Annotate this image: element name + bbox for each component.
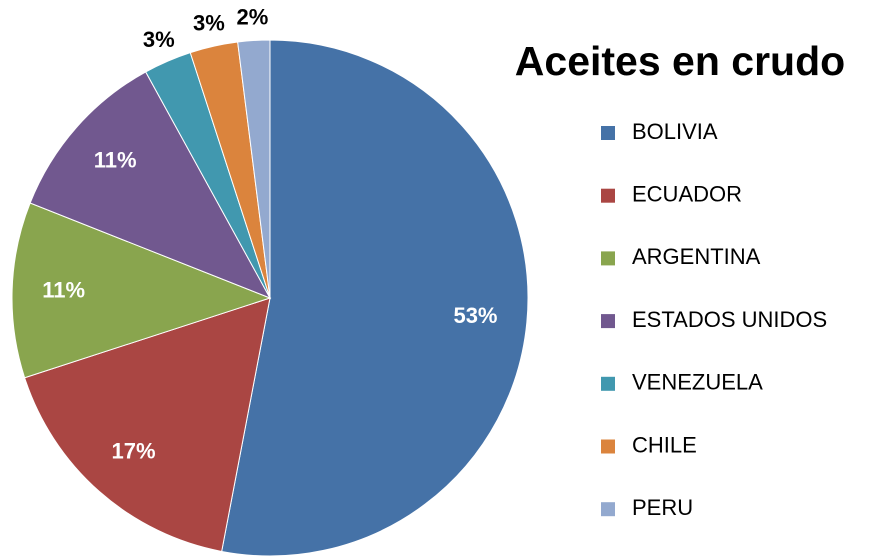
- legend-swatch: [601, 314, 615, 329]
- pie-slice: [29, 71, 272, 299]
- legend-swatch: [601, 439, 615, 454]
- slice-label: 11%: [94, 147, 137, 172]
- legend-label: ESTADOS UNIDOS: [632, 307, 827, 332]
- slice-label: 53%: [453, 303, 497, 328]
- legend-label: PERU: [632, 495, 693, 520]
- legend-label: ECUADOR: [632, 182, 742, 207]
- legend-label: ARGENTINA: [632, 244, 761, 269]
- slice-label: 2%: [237, 4, 269, 29]
- legend-swatch: [601, 251, 615, 266]
- pie-slice: [11, 202, 272, 379]
- legend-swatch: [601, 376, 615, 391]
- legend-swatch: [601, 188, 615, 203]
- slice-label: 3%: [193, 11, 225, 36]
- legend-swatch: [601, 502, 615, 517]
- slice-label: 11%: [42, 277, 85, 302]
- legend-swatch: [601, 126, 615, 140]
- pie-slice: [237, 39, 271, 299]
- legend-label: VENEZUELA: [632, 370, 763, 395]
- legend-label: CHILE: [632, 432, 697, 457]
- slice-label: 3%: [143, 27, 175, 52]
- pie-slice: [221, 39, 529, 556]
- chart-title: Aceites en crudo: [515, 38, 845, 84]
- slice-label: 17%: [111, 439, 155, 464]
- pie-slice: [23, 297, 271, 553]
- legend-label: BOLIVIA: [632, 119, 718, 144]
